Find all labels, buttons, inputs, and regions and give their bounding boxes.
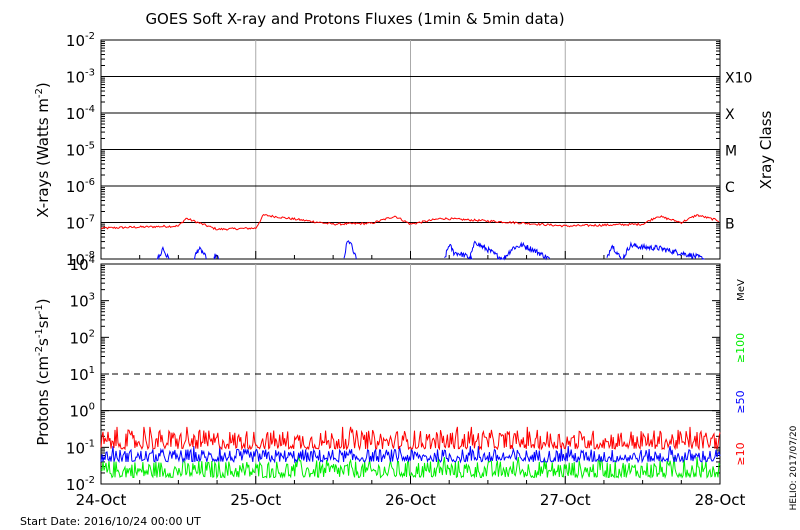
legend-ge10-label: ≥10	[734, 442, 747, 465]
xray-short-channel-burst	[343, 240, 357, 260]
xray-y-ticks: 10-2 10-3 10-4 10-5 10-6 10-7 10-8	[66, 31, 720, 269]
proton-y-axis-label: Protons (cm-2s-1sr-1)	[34, 298, 52, 445]
xray-tick-label: 10-5	[66, 141, 95, 160]
xray-short-channel-burst	[622, 241, 705, 260]
x-axis-tick-labels: 24-Oct 25-Oct 26-Oct 27-Oct 28-Oct	[76, 251, 746, 509]
proton-tick-label: 10-2	[66, 475, 95, 494]
xray-tick-label: 10-6	[66, 177, 95, 196]
xray-long-channel-line	[100, 213, 720, 231]
proton-tick-label: 104	[70, 255, 95, 274]
xray-short-channel-burst	[193, 245, 207, 260]
xray-short-channel-burst	[156, 246, 170, 260]
xray-short-channel-burst	[606, 244, 622, 260]
xray-class-label: X10	[725, 71, 752, 87]
xray-tick-label: 10-4	[66, 104, 95, 123]
proton-tick-label: 102	[70, 328, 95, 347]
start-date-label: Start Date: 2016/10/24 00:00 UT	[20, 515, 201, 528]
x-tick-label: 28-Oct	[695, 491, 746, 509]
x-tick-label: 27-Oct	[540, 491, 591, 509]
xray-short-channel-burst	[502, 241, 551, 261]
proton-tick-label: 103	[70, 292, 95, 311]
legend-ge50-label: ≥50	[734, 390, 747, 413]
chart-title: GOES Soft X-ray and Protons Fluxes (1min…	[145, 10, 564, 28]
energy-unit-label: MeV	[736, 279, 747, 301]
x-tick-label: 25-Oct	[230, 491, 281, 509]
credit-label: HELIO: 2017/07/20	[789, 425, 799, 510]
xray-short-channel-burst	[468, 240, 504, 261]
xray-short-channel-burst	[213, 253, 220, 260]
xray-class-axis-title: Xray Class	[757, 110, 775, 189]
proton-panel: 104 103 102 101 100 10-1 10-2 Protons (cm-2s-1…	[34, 255, 747, 494]
proton-series-line	[100, 445, 721, 464]
proton-tick-label: 101	[70, 365, 95, 384]
xray-y-axis-label: X-rays (Watts m-2)	[34, 82, 52, 217]
xray-class-lines	[101, 76, 720, 223]
xray-class-label: B	[725, 217, 735, 233]
proton-tick-label: 100	[70, 402, 95, 421]
proton-y-ticks: 104 103 102 101 100 10-1 10-2	[66, 255, 720, 494]
xray-tick-label: 10-2	[66, 31, 95, 50]
xray-tick-label: 10-7	[66, 214, 95, 233]
proton-series-line	[100, 426, 721, 451]
xray-short-channel-burst	[444, 243, 473, 260]
xray-tick-label: 10-3	[66, 68, 95, 87]
legend-ge100-label: ≥100	[734, 333, 747, 363]
xray-panel: 10-2 10-3 10-4 10-5 10-6 10-7 10-8 X10 X M C B X-r…	[34, 31, 775, 269]
xray-class-axis: X10 X M C B	[725, 71, 752, 233]
xray-series	[100, 213, 720, 261]
xray-class-label: C	[725, 180, 735, 196]
x-tick-label: 26-Oct	[385, 491, 436, 509]
xray-class-label: X	[725, 107, 735, 123]
xray-tick-label: 10-8	[66, 250, 95, 269]
proton-tick-label: 10-1	[66, 438, 95, 457]
x-tick-label: 24-Oct	[76, 491, 127, 509]
proton-reference-lines	[101, 373, 720, 412]
xray-class-label: M	[725, 144, 737, 160]
